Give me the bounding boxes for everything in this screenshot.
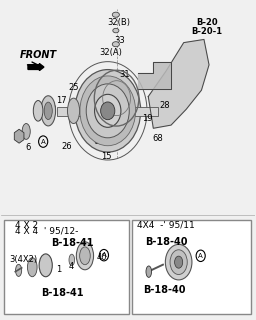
Ellipse shape [112, 12, 119, 17]
Text: B-18-41: B-18-41 [51, 238, 93, 248]
Ellipse shape [112, 42, 119, 47]
Text: 68: 68 [152, 134, 163, 143]
Text: 40: 40 [96, 253, 107, 262]
Text: A: A [198, 253, 203, 259]
Text: 25: 25 [69, 83, 79, 92]
Ellipse shape [44, 102, 52, 120]
Text: 67: 67 [93, 137, 104, 146]
FancyArrow shape [28, 64, 44, 70]
Text: 3(4X2): 3(4X2) [9, 255, 37, 264]
Ellipse shape [113, 28, 119, 33]
Ellipse shape [170, 250, 187, 275]
Text: 17: 17 [56, 96, 67, 105]
Polygon shape [148, 39, 209, 128]
Ellipse shape [76, 242, 93, 270]
FancyBboxPatch shape [4, 220, 129, 314]
Ellipse shape [80, 247, 90, 265]
Circle shape [101, 102, 115, 120]
Text: B-20-1: B-20-1 [191, 27, 222, 36]
Ellipse shape [33, 100, 43, 121]
Text: 32(A): 32(A) [99, 48, 122, 57]
Text: 31: 31 [119, 70, 130, 79]
FancyBboxPatch shape [132, 220, 251, 314]
Text: A: A [41, 139, 46, 145]
Polygon shape [138, 62, 171, 89]
Text: 33: 33 [114, 36, 125, 44]
Text: B-18-40: B-18-40 [143, 285, 185, 295]
Text: 15: 15 [101, 152, 112, 161]
Text: 6: 6 [25, 143, 31, 152]
Ellipse shape [146, 266, 152, 277]
Text: 13: 13 [46, 105, 56, 114]
Text: 4: 4 [69, 262, 74, 271]
Ellipse shape [22, 124, 30, 140]
Ellipse shape [39, 254, 52, 277]
Text: 19: 19 [142, 114, 152, 123]
Text: 4 X 4  ' 95/12-: 4 X 4 ' 95/12- [15, 226, 79, 235]
Text: 26: 26 [61, 142, 71, 151]
Text: B-20: B-20 [196, 19, 218, 28]
Text: A: A [102, 252, 106, 258]
Text: 1: 1 [56, 265, 61, 274]
Ellipse shape [27, 258, 37, 277]
Circle shape [75, 69, 141, 152]
Text: 32(B): 32(B) [108, 18, 131, 27]
Circle shape [80, 76, 136, 146]
Bar [57, 107, 158, 116]
Ellipse shape [41, 96, 56, 126]
Text: FRONT: FRONT [20, 50, 57, 60]
Text: 4X4  -' 95/11: 4X4 -' 95/11 [137, 220, 195, 229]
Circle shape [86, 84, 129, 138]
Text: 9: 9 [15, 133, 20, 142]
Text: B-18-41: B-18-41 [41, 288, 83, 298]
Text: 28: 28 [160, 101, 170, 110]
Ellipse shape [16, 264, 22, 276]
Text: 4 X 2: 4 X 2 [15, 220, 38, 229]
Text: B-18-40: B-18-40 [145, 237, 188, 247]
Ellipse shape [165, 244, 192, 280]
Ellipse shape [69, 254, 74, 266]
Ellipse shape [68, 98, 80, 124]
Circle shape [94, 94, 121, 127]
Ellipse shape [175, 256, 183, 268]
Text: 8: 8 [36, 114, 41, 123]
